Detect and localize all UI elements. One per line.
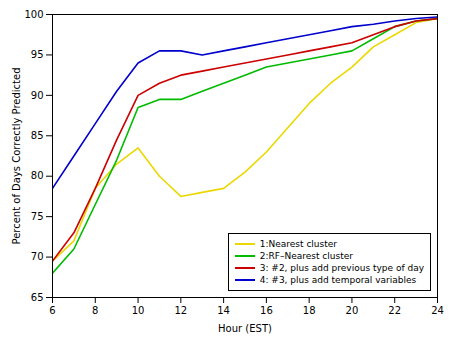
svg-text:70: 70 bbox=[31, 251, 44, 262]
svg-text:24: 24 bbox=[431, 305, 444, 316]
svg-text:6: 6 bbox=[49, 305, 55, 316]
svg-text:14: 14 bbox=[217, 305, 230, 316]
svg-text:80: 80 bbox=[31, 170, 44, 181]
svg-text:100: 100 bbox=[24, 9, 43, 20]
svg-text:10: 10 bbox=[132, 305, 145, 316]
svg-text:Hour (EST): Hour (EST) bbox=[218, 323, 272, 334]
svg-text:85: 85 bbox=[31, 130, 44, 141]
svg-text:20: 20 bbox=[346, 305, 359, 316]
html-text:1:Nearest cluster: 1:Nearest cluster bbox=[259, 239, 337, 249]
svg-text:18: 18 bbox=[303, 305, 316, 316]
svg-text:90: 90 bbox=[31, 90, 44, 101]
svg-text:16: 16 bbox=[260, 305, 273, 316]
html-text:4: #3, plus add temporal varia: 4: #3, plus add temporal variables bbox=[259, 275, 417, 285]
svg-text:95: 95 bbox=[31, 49, 44, 60]
svg-text:12: 12 bbox=[174, 305, 187, 316]
svg-text:Percent of Days Correctly Pred: Percent of Days Correctly Predicted bbox=[11, 67, 22, 244]
html-text:2:RF–Nearest cluster: 2:RF–Nearest cluster bbox=[259, 251, 353, 261]
svg-text:75: 75 bbox=[31, 211, 44, 222]
svg-text:22: 22 bbox=[388, 305, 401, 316]
svg-text:65: 65 bbox=[31, 292, 44, 303]
html-text:3: #2, plus add previous type: 3: #2, plus add previous type of day bbox=[259, 263, 424, 273]
svg-text:8: 8 bbox=[92, 305, 98, 316]
